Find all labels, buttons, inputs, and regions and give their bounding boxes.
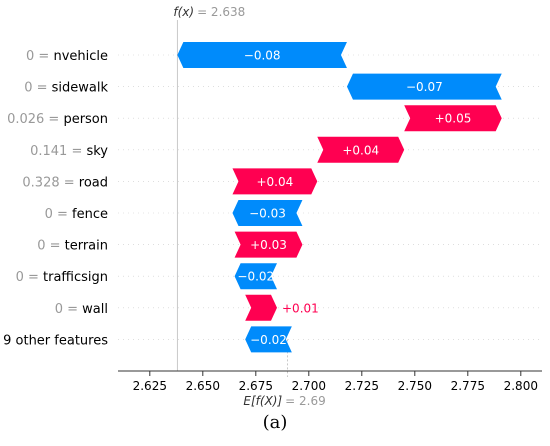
bar-sidewalk [346,73,502,100]
bar-terrain [234,231,303,258]
feature-label: 0.141 = sky [30,144,108,159]
feature-label: 0 = fence [45,207,108,222]
x-tick-label: 2.775 [451,379,485,393]
bar-value-label: −0.07 [406,80,443,94]
x-tick-label: 2.750 [398,379,432,393]
feature-label: 0.328 = road [22,175,108,190]
feature-label: 0.026 = person [7,112,108,127]
bar-value-label: −0.08 [244,49,281,63]
bar-value-label: −0.02 [250,333,287,347]
feature-label: 0 = terrain [37,239,108,254]
feature-label: 9 other features [3,333,108,348]
feature-label: 0 = wall [55,302,108,317]
feature-label: 0 = trafficsign [16,270,108,285]
x-tick-label: 2.650 [186,379,220,393]
bar-value-label: +0.01 [282,301,319,315]
x-tick-label: 2.725 [345,379,379,393]
bar-sky [317,136,405,163]
feature-label: 0 = nvehicle [26,49,108,64]
x-tick-label: 2.625 [133,379,167,393]
bar-value-label: −0.03 [249,207,286,221]
bar-9-other-features [245,326,292,353]
bar-wall [245,294,277,321]
x-tick-label: 2.800 [504,379,538,393]
bar-value-label: −0.02 [237,270,274,284]
x-tick-label: 2.675 [239,379,273,393]
bar-fence [232,200,303,226]
figure-caption: (a) [262,412,288,433]
bar-nvehicle [177,42,347,68]
bar-trafficsign [234,263,277,290]
bar-value-label: +0.04 [342,143,379,157]
bar-value-label: +0.04 [256,175,293,189]
efx-label: E[f(X)] = 2.69 [243,394,325,408]
fx-label: f(x) = 2.638 [173,5,245,19]
bar-person [404,105,502,132]
feature-label: 0 = sidewalk [24,81,108,96]
bar-road [232,168,318,195]
bar-value-label: +0.05 [435,112,472,126]
x-tick-label: 2.700 [292,379,326,393]
bar-value-label: +0.03 [250,238,287,252]
